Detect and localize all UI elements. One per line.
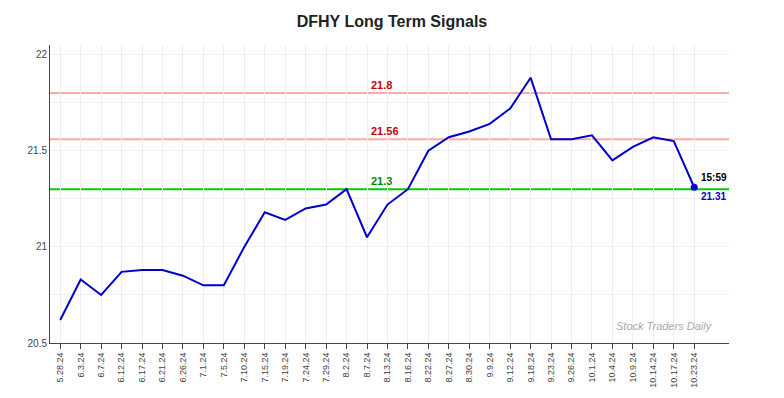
svg-text:6.3.24: 6.3.24 — [76, 353, 86, 378]
svg-text:7.5.24: 7.5.24 — [219, 353, 229, 378]
svg-text:7.10.24: 7.10.24 — [239, 353, 249, 383]
svg-text:10.1.24: 10.1.24 — [587, 353, 597, 383]
svg-text:21.5: 21.5 — [28, 145, 48, 156]
svg-text:8.30.24: 8.30.24 — [464, 353, 474, 383]
svg-text:10.9.24: 10.9.24 — [628, 353, 638, 383]
svg-text:21.56: 21.56 — [371, 125, 399, 137]
svg-text:21: 21 — [36, 241, 48, 252]
svg-text:6.21.24: 6.21.24 — [157, 353, 167, 383]
svg-text:9.23.24: 9.23.24 — [546, 353, 556, 383]
svg-text:8.2.24: 8.2.24 — [341, 353, 351, 378]
svg-text:8.22.24: 8.22.24 — [423, 353, 433, 383]
svg-text:10.14.24: 10.14.24 — [648, 353, 658, 388]
svg-text:8.16.24: 8.16.24 — [403, 353, 413, 383]
svg-text:6.26.24: 6.26.24 — [178, 353, 188, 383]
svg-text:DFHY Long Term Signals: DFHY Long Term Signals — [297, 13, 488, 30]
svg-text:5.28.24: 5.28.24 — [55, 353, 65, 383]
svg-text:7.24.24: 7.24.24 — [301, 353, 311, 383]
svg-text:6.7.24: 6.7.24 — [96, 353, 106, 378]
svg-text:7.15.24: 7.15.24 — [260, 353, 270, 383]
svg-text:10.23.24: 10.23.24 — [689, 353, 699, 388]
svg-text:7.29.24: 7.29.24 — [321, 353, 331, 383]
svg-text:6.12.24: 6.12.24 — [117, 353, 127, 383]
svg-text:8.13.24: 8.13.24 — [382, 353, 392, 383]
svg-text:9.9.24: 9.9.24 — [485, 353, 495, 378]
svg-text:7.1.24: 7.1.24 — [198, 353, 208, 378]
svg-text:7.19.24: 7.19.24 — [280, 353, 290, 383]
svg-text:9.26.24: 9.26.24 — [566, 353, 576, 383]
svg-text:9.12.24: 9.12.24 — [505, 353, 515, 383]
svg-text:21.3: 21.3 — [371, 175, 392, 187]
svg-text:8.27.24: 8.27.24 — [444, 353, 454, 383]
svg-text:15:59: 15:59 — [701, 172, 727, 183]
svg-text:8.7.24: 8.7.24 — [362, 353, 372, 378]
svg-text:10.4.24: 10.4.24 — [607, 353, 617, 383]
svg-text:Stock Traders Daily: Stock Traders Daily — [616, 320, 713, 332]
svg-text:21.8: 21.8 — [371, 79, 392, 91]
svg-text:21.31: 21.31 — [701, 191, 726, 202]
svg-text:22: 22 — [36, 49, 48, 60]
svg-text:9.18.24: 9.18.24 — [526, 353, 536, 383]
svg-text:6.17.24: 6.17.24 — [137, 353, 147, 383]
svg-text:10.17.24: 10.17.24 — [669, 353, 679, 388]
svg-text:20.5: 20.5 — [28, 338, 48, 349]
